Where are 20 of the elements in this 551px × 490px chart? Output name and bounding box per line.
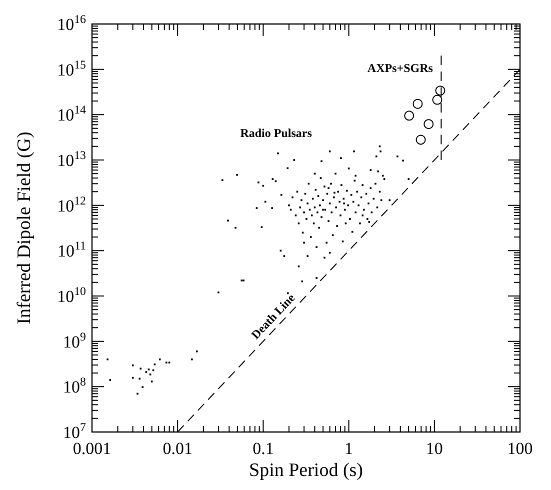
y-tick-label: 10$^{7}$ (63, 420, 86, 442)
x-tick-label: 100 (507, 439, 533, 458)
x-axis-title: Spin Period (s) (249, 460, 363, 481)
y-axis-title: Inferred Dipole Field (G) (14, 132, 35, 324)
y-tick-label: 10$^{8}$ (63, 374, 86, 397)
x-tick-label: 10 (426, 439, 443, 458)
y-tick-label: 10$^{12}$ (57, 193, 86, 216)
y-tick-label: 10$^{15}$ (57, 57, 86, 80)
y-tick-label: 10$^{16}$ (57, 12, 86, 34)
x-tick-label: 0.001 (72, 439, 112, 458)
x-tick-label: 0.01 (162, 439, 192, 458)
x-tick-label: 1 (344, 439, 354, 458)
annotation: Radio Pulsars (240, 126, 312, 140)
y-tick-label: 10$^{11}$ (58, 238, 86, 261)
x-tick-label: 0.1 (252, 439, 274, 458)
y-tick-label: 10$^{14}$ (57, 102, 86, 125)
y-tick-label: 10$^{13}$ (57, 148, 86, 170)
y-tick-label: 10$^{9}$ (63, 329, 86, 352)
y-tick-label: 10$^{10}$ (57, 284, 86, 306)
annotation: AXPs+SGRs (367, 60, 434, 75)
